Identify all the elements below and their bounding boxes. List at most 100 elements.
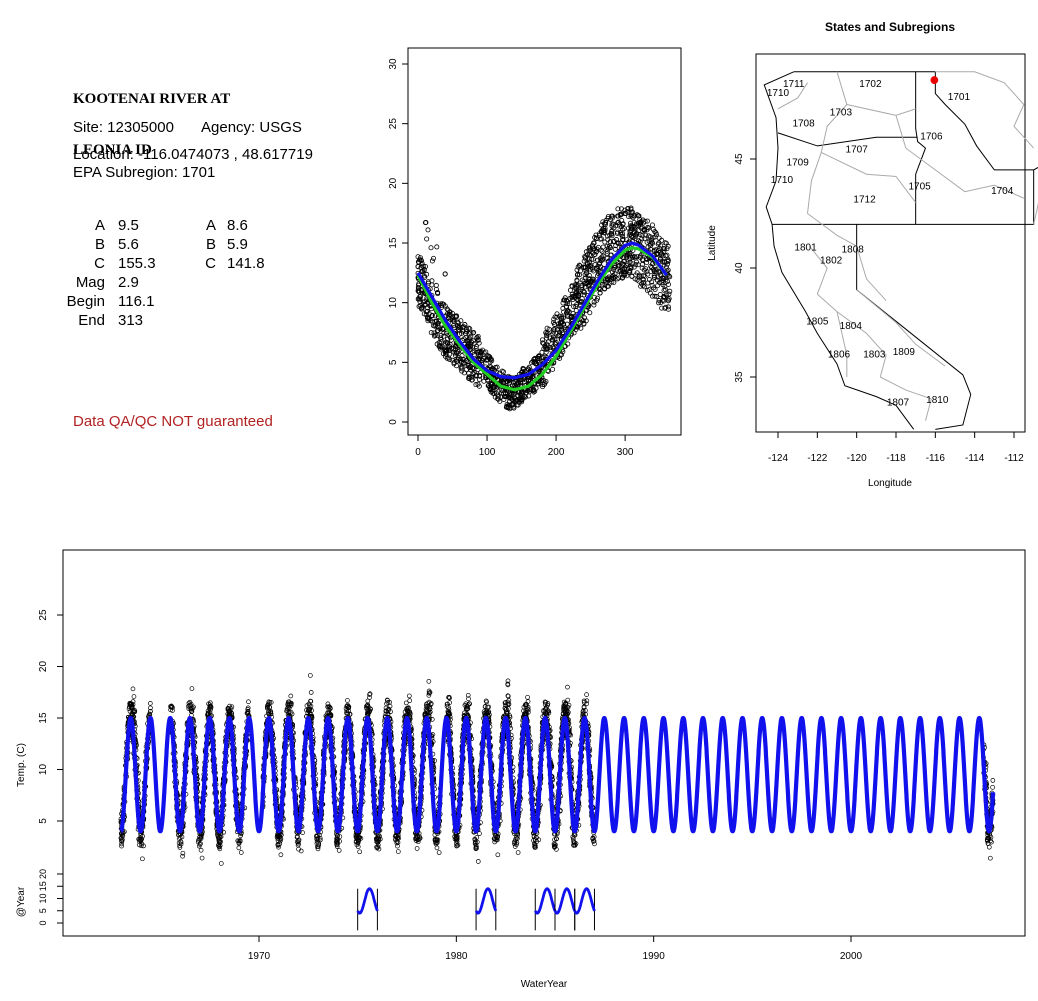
scatter-point	[417, 294, 423, 300]
map-region-label: 1809	[893, 347, 916, 358]
scatter-point	[600, 244, 606, 250]
scatter-point	[657, 291, 663, 297]
param2-b-value: 5.9	[227, 236, 248, 253]
scatter-point	[575, 324, 581, 330]
scatter-point	[514, 393, 520, 399]
scatter-points	[415, 205, 673, 412]
scatter-point	[449, 346, 455, 352]
scatter-plot-frame	[407, 47, 682, 436]
scatter-point	[569, 283, 575, 289]
scatter-point	[621, 258, 627, 264]
scatter-point	[434, 333, 440, 339]
scatter-point	[563, 297, 569, 303]
scatter-point	[621, 226, 627, 232]
scatter-point	[644, 239, 650, 245]
timeseries-y-tick-label: 20	[38, 661, 49, 673]
map-subregion-boundary	[895, 115, 1025, 199]
subregion-label: EPA Subregion: 1701	[73, 164, 216, 181]
scatter-point	[652, 293, 658, 299]
scatter-point	[654, 252, 660, 258]
scatter-point	[644, 288, 650, 294]
scatter-point	[458, 325, 464, 331]
scatter-point	[658, 300, 664, 306]
param2-c-name: C	[205, 255, 216, 272]
scatter-point	[579, 283, 585, 289]
scatter-point	[604, 233, 610, 239]
scatter-point	[582, 264, 588, 270]
scatter-point	[649, 237, 655, 243]
scatter-point	[565, 299, 571, 305]
scatter-point	[439, 326, 445, 332]
scatter-point	[534, 355, 540, 361]
scatter-point	[657, 257, 663, 263]
scatter-y-tick-label: 15	[388, 237, 399, 249]
scatter-point	[493, 385, 499, 391]
scatter-point	[438, 339, 444, 345]
scatter-point	[481, 378, 487, 384]
param-c-value: 155.3	[118, 255, 156, 272]
scatter-point	[609, 229, 615, 235]
scatter-point	[550, 366, 556, 372]
scatter-point	[600, 226, 606, 232]
scatter-point	[463, 331, 469, 337]
scatter-point	[454, 356, 460, 362]
scatter-point	[581, 289, 587, 295]
scatter-point	[560, 300, 566, 306]
scatter-point	[473, 345, 479, 351]
scatter-point	[520, 366, 526, 372]
scatter-point	[617, 223, 623, 229]
scatter-point	[478, 350, 484, 356]
scatter-point	[422, 274, 428, 280]
timeseries-frame	[62, 549, 1026, 937]
scatter-point	[533, 385, 539, 391]
scatter-point	[615, 259, 621, 265]
timeseries-observation	[128, 701, 134, 707]
scatter-point	[633, 262, 639, 268]
timeseries-observation	[365, 698, 371, 704]
scatter-point	[637, 216, 643, 222]
scatter-point	[544, 333, 550, 339]
timeseries-observation	[245, 705, 251, 711]
timeseries-observation	[357, 849, 363, 855]
timeseries-observation	[288, 693, 294, 699]
param-b-name: B	[94, 236, 105, 253]
scatter-point	[659, 279, 665, 285]
scatter-y-tick-label: 5	[388, 359, 399, 365]
scatter-point	[444, 330, 450, 336]
scatter-point	[636, 238, 642, 244]
scatter-point	[587, 310, 593, 316]
timeseries-y-tick-label: 15	[38, 712, 49, 724]
map-x-tick-label: -122	[807, 453, 827, 464]
scatter-point	[581, 292, 587, 298]
scatter-point	[650, 261, 656, 267]
scatter-point	[437, 326, 443, 332]
timeseries-observation	[436, 850, 442, 855]
map-site-marker	[930, 76, 939, 84]
scatter-point	[615, 206, 621, 212]
scatter-point	[505, 405, 511, 411]
map-region-label: 1712	[853, 195, 876, 206]
scatter-point	[468, 341, 474, 347]
timeseries-observation	[336, 848, 342, 853]
scatter-point	[443, 351, 449, 357]
map-x-tick-label: -120	[847, 453, 867, 464]
scatter-point	[579, 317, 585, 323]
scatter-point	[482, 355, 488, 361]
scatter-point	[602, 239, 608, 245]
timeseries-y-tick-label: 10	[38, 764, 49, 776]
map-region-label: 1810	[926, 395, 949, 406]
timeseries-observation	[119, 839, 125, 844]
scatter-point	[651, 268, 657, 274]
scatter-point	[476, 376, 482, 382]
scatter-point	[511, 405, 517, 411]
param-end-name: End	[78, 312, 105, 329]
scatter-point	[627, 259, 633, 265]
scatter-point	[485, 383, 491, 389]
scatter-point	[447, 356, 453, 362]
scatter-point	[601, 228, 607, 234]
scatter-point	[662, 240, 668, 246]
scatter-point	[610, 239, 616, 245]
map-region-label: 1802	[820, 256, 843, 267]
map-state-border-wa-or	[777, 132, 918, 147]
timeseries-observation	[119, 843, 124, 849]
